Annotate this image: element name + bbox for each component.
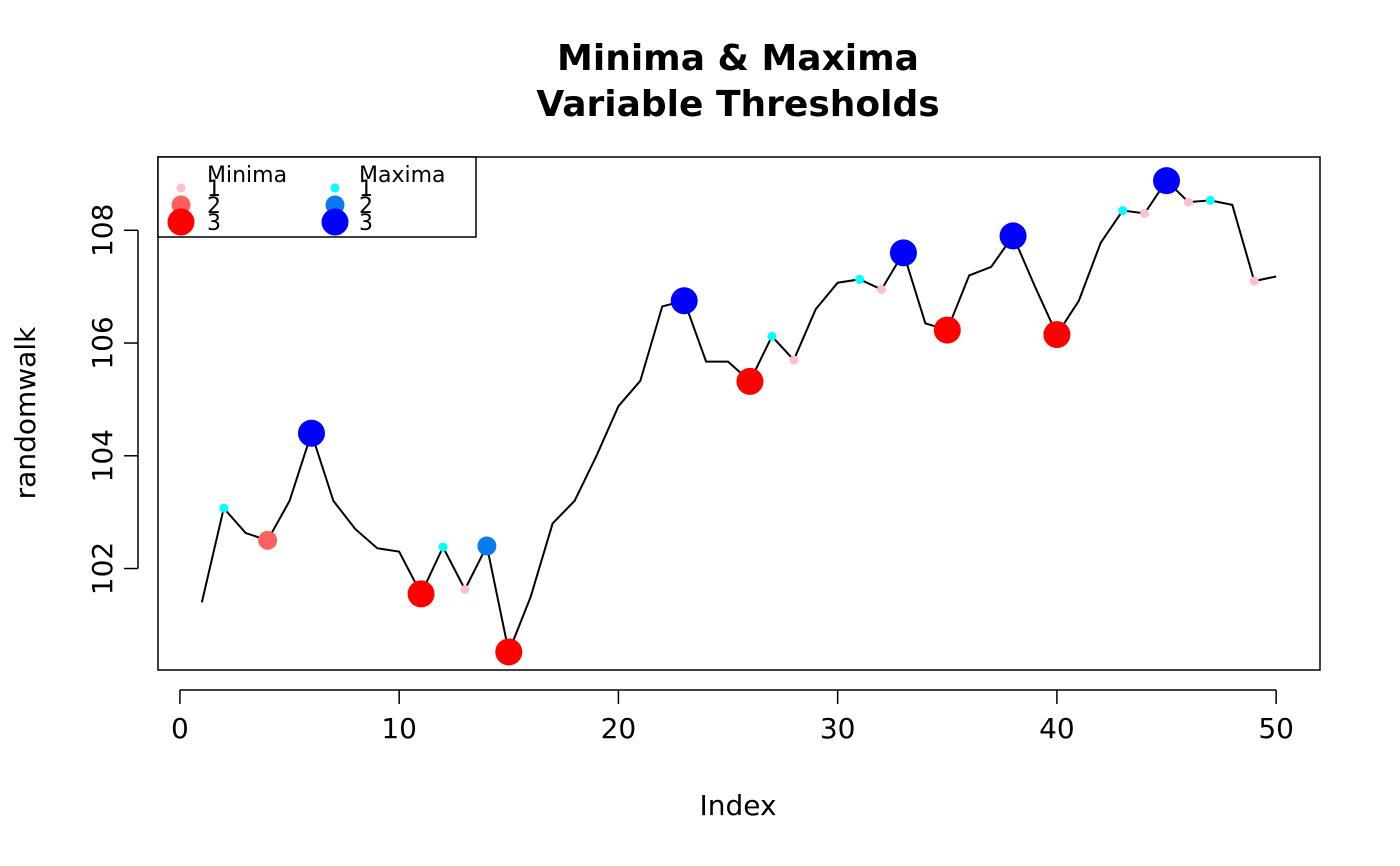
- series-layer: [200, 179, 1277, 656]
- minimum-point: [1183, 197, 1193, 207]
- minimum-point: [1249, 276, 1259, 286]
- maximum-point: [438, 542, 448, 552]
- x-axis: 0 10 20 30 40 50: [171, 689, 1294, 745]
- maximum-point: [855, 274, 865, 284]
- legend-label: 1: [207, 177, 221, 202]
- minimum-point: [1043, 321, 1071, 349]
- legend-title: Maxima: [359, 163, 446, 188]
- x-tick-label: 20: [601, 712, 637, 745]
- chart-title: Minima & Maxima: [557, 38, 919, 79]
- legend-marker: [167, 208, 195, 236]
- x-tick-label: 0: [171, 712, 189, 745]
- maximum-point: [297, 419, 325, 447]
- chart-subtitle: Variable Thresholds: [536, 84, 939, 125]
- minimum-point: [933, 316, 961, 344]
- minimum-point: [877, 284, 887, 294]
- x-tick-label: 50: [1258, 712, 1294, 745]
- y-tick-label: 106: [86, 316, 119, 369]
- minimum-point: [1140, 208, 1150, 218]
- y-tick-label: 102: [86, 542, 119, 595]
- legend-marker: [330, 183, 340, 193]
- legend-label: 3: [359, 211, 373, 236]
- maximum-point: [889, 239, 917, 267]
- x-tick-label: 40: [1039, 712, 1075, 745]
- maximum-point: [1153, 167, 1181, 195]
- minimum-point: [789, 355, 799, 365]
- series-line: [200, 179, 1277, 656]
- minimum-point: [495, 638, 523, 666]
- minimum-point: [460, 584, 470, 594]
- maximum-point: [670, 287, 698, 315]
- plot-frame: [157, 156, 1321, 671]
- maximum-point: [767, 331, 777, 341]
- x-tick-label: 10: [381, 712, 417, 745]
- legend-marker: [176, 183, 186, 193]
- maximum-point: [219, 503, 229, 513]
- legend-marker: [321, 208, 349, 236]
- legend-label: 2: [207, 194, 221, 219]
- minimum-point: [736, 367, 764, 395]
- points-layer: [219, 167, 1259, 666]
- legend-box: [157, 156, 477, 238]
- maximum-point: [477, 536, 497, 556]
- x-axis-label: Index: [699, 789, 776, 822]
- minimum-point: [407, 580, 435, 608]
- legend-title: Minima: [207, 163, 287, 188]
- legend-label: 3: [207, 211, 221, 236]
- y-tick-label: 108: [86, 204, 119, 257]
- legend-label: 1: [359, 177, 373, 202]
- y-axis-label: randomwalk: [9, 326, 42, 499]
- y-tick-label: 104: [86, 429, 119, 482]
- maximum-point: [1118, 206, 1128, 216]
- maximum-point: [999, 222, 1027, 250]
- y-axis: 102 104 106 108: [86, 204, 139, 595]
- maximum-point: [1205, 195, 1215, 205]
- x-tick-label: 30: [820, 712, 856, 745]
- minimum-point: [258, 530, 278, 550]
- legend-label: 2: [359, 194, 373, 219]
